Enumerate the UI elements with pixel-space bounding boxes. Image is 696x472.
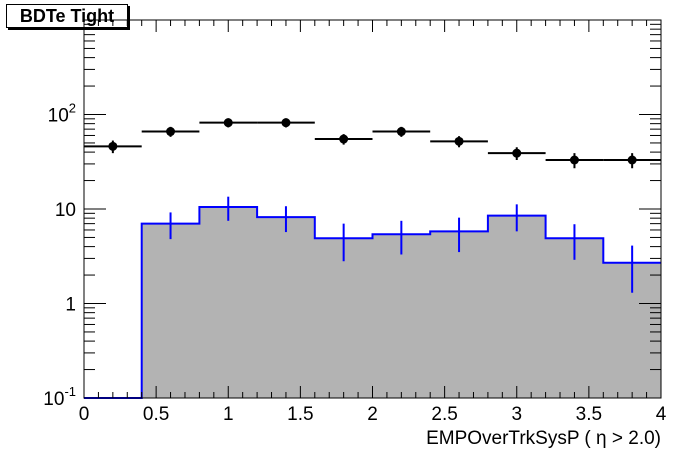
x-axis: 0 0.5 1 1.5 2 2.5 3 3.5 4 bbox=[79, 20, 667, 425]
data-point bbox=[454, 136, 464, 146]
x-tick-label: 1.5 bbox=[287, 404, 313, 425]
y-tick-label: 10-1 bbox=[43, 384, 76, 410]
x-tick-label: 3.5 bbox=[576, 404, 602, 425]
data-point bbox=[166, 127, 176, 137]
x-tick-label: 3 bbox=[511, 404, 522, 425]
x-tick-label: 4 bbox=[656, 404, 667, 425]
data-point bbox=[281, 118, 291, 128]
histogram-fill bbox=[84, 206, 661, 398]
data-point bbox=[339, 134, 349, 144]
x-tick-label: 1 bbox=[223, 404, 234, 425]
data-points-layer bbox=[84, 118, 661, 169]
x-tick-label: 0 bbox=[79, 404, 90, 425]
x-tick-label: 2.5 bbox=[431, 404, 457, 425]
mc-histogram-layer bbox=[84, 196, 661, 399]
data-point bbox=[108, 141, 118, 151]
y-tick-label: 1 bbox=[65, 295, 76, 316]
data-point bbox=[396, 127, 406, 137]
data-point bbox=[223, 118, 233, 128]
histogram-outline bbox=[84, 205, 661, 399]
data-point bbox=[627, 155, 637, 165]
x-tick-label: 2 bbox=[367, 404, 378, 425]
y-tick-label: 102 bbox=[48, 101, 76, 127]
data-point bbox=[512, 148, 522, 158]
y-tick-label: 10 bbox=[55, 200, 76, 221]
x-axis-title: EMPOverTrkSysP ( η > 2.0) bbox=[426, 428, 661, 449]
y-axis: 10-1 1 10 102 bbox=[43, 23, 661, 410]
x-tick-label: 0.5 bbox=[143, 404, 169, 425]
data-point bbox=[569, 155, 579, 165]
